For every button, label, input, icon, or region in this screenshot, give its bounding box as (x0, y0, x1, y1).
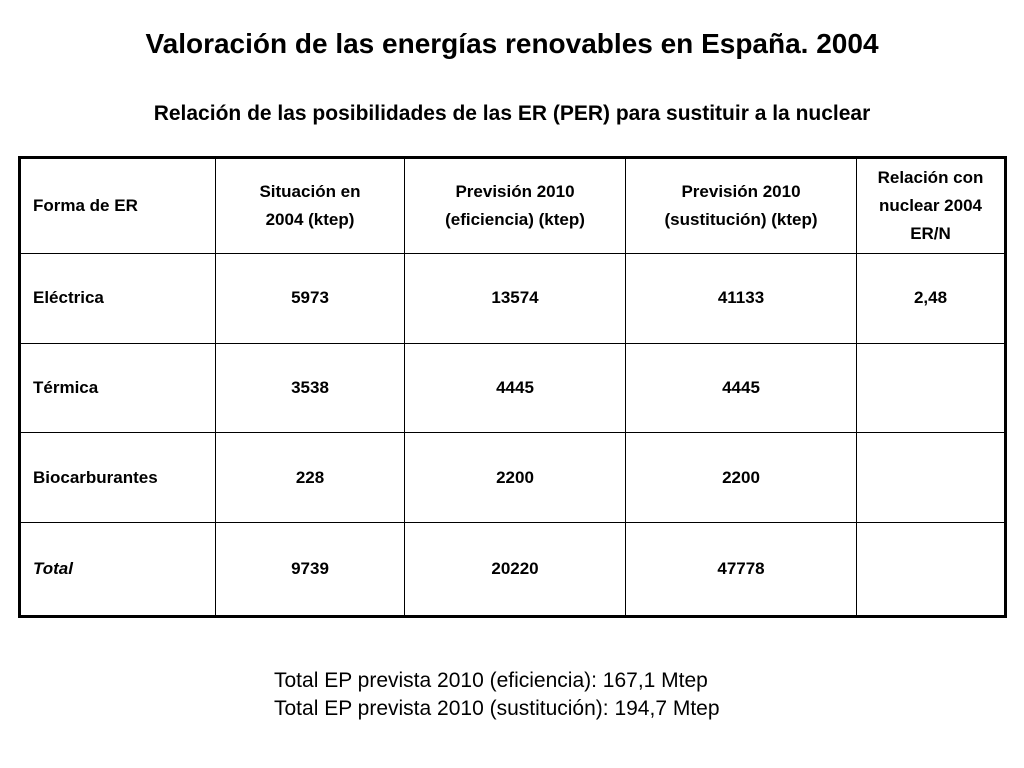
cell-situacion: 3538 (215, 342, 405, 434)
header-sustitucion-line2: (sustitución) (ktep) (664, 210, 818, 229)
cell-relacion (856, 522, 1006, 617)
header-sustitucion: Previsión 2010 (sustitución) (ktep) (625, 157, 857, 254)
cell-eficiencia: 20220 (404, 522, 626, 617)
cell-eficiencia: 13574 (404, 253, 626, 344)
table-header-row: Forma de ER Situación en 2004 (ktep) Pre… (19, 157, 1006, 254)
header-relacion: Relación con nuclear 2004 ER/N (856, 157, 1006, 254)
header-sustitucion-line1: Previsión 2010 (681, 182, 801, 201)
cell-forma: Biocarburantes (19, 432, 216, 524)
header-relacion-line2: nuclear 2004 (878, 196, 982, 215)
header-eficiencia-line1: Previsión 2010 (455, 182, 575, 201)
header-relacion-line3: ER/N (910, 224, 951, 243)
note-eficiencia: Total EP prevista 2010 (eficiencia): 167… (274, 669, 708, 692)
cell-forma: Total (19, 522, 216, 617)
header-eficiencia: Previsión 2010 (eficiencia) (ktep) (404, 157, 626, 254)
header-situacion-line1: Situación en (259, 182, 361, 201)
cell-situacion: 5973 (215, 253, 405, 344)
header-relacion-line1: Relación con (877, 168, 984, 187)
table-row: Térmica 3538 4445 4445 (19, 342, 1006, 434)
table-row: Biocarburantes 228 2200 2200 (19, 432, 1006, 524)
renewables-table: Forma de ER Situación en 2004 (ktep) Pre… (18, 156, 1007, 618)
table-row: Eléctrica 5973 13574 41133 2,48 (19, 253, 1006, 344)
cell-forma: Térmica (19, 342, 216, 434)
cell-sustitucion: 41133 (625, 253, 857, 344)
cell-forma: Eléctrica (19, 253, 216, 344)
notes: Total EP prevista 2010 (eficiencia): 167… (274, 667, 720, 723)
cell-eficiencia: 4445 (404, 342, 626, 434)
cell-sustitucion: 47778 (625, 522, 857, 617)
cell-relacion (856, 432, 1006, 524)
table-row-total: Total 9739 20220 47778 (19, 522, 1006, 617)
cell-eficiencia: 2200 (404, 432, 626, 524)
cell-situacion: 9739 (215, 522, 405, 617)
cell-sustitucion: 2200 (625, 432, 857, 524)
page-subtitle: Relación de las posibilidades de las ER … (153, 102, 871, 125)
cell-relacion (856, 342, 1006, 434)
header-forma: Forma de ER (19, 157, 216, 254)
cell-relacion: 2,48 (856, 253, 1006, 344)
header-situacion-line2: 2004 (ktep) (265, 210, 355, 229)
header-eficiencia-line2: (eficiencia) (ktep) (445, 210, 585, 229)
page-title: Valoración de las energías renovables en… (145, 28, 879, 59)
cell-situacion: 228 (215, 432, 405, 524)
cell-sustitucion: 4445 (625, 342, 857, 434)
header-situacion: Situación en 2004 (ktep) (215, 157, 405, 254)
note-sustitucion: Total EP prevista 2010 (sustitución): 19… (274, 697, 720, 720)
